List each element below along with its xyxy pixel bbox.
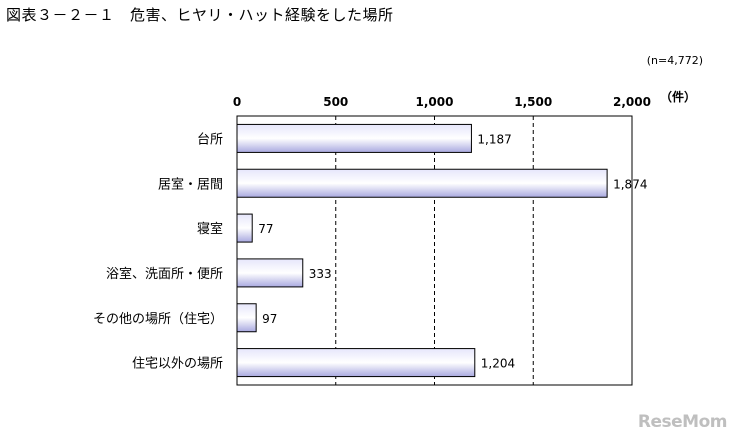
data-label: 333 bbox=[309, 267, 332, 281]
data-label: 1,874 bbox=[613, 177, 647, 191]
value-labels: 1,187 1,874 77 333 97 1,204 bbox=[258, 132, 647, 370]
x-tick-label: 2,000 bbox=[613, 95, 651, 109]
category-label: 浴室、洗面所・便所 bbox=[106, 266, 223, 282]
bars bbox=[236, 123, 608, 378]
watermark-logo: ReseMom bbox=[637, 412, 728, 432]
data-label: 77 bbox=[258, 222, 273, 236]
bar bbox=[236, 348, 476, 378]
category-label: 住宅以外の場所 bbox=[132, 357, 223, 372]
bar bbox=[236, 168, 608, 198]
x-tick-label: 500 bbox=[323, 95, 348, 109]
data-label: 97 bbox=[262, 312, 277, 326]
grid-lines bbox=[335, 116, 534, 385]
plot-frame bbox=[236, 115, 633, 386]
sample-size-note: (n=4,772) bbox=[647, 54, 703, 67]
x-tick-label: 1,000 bbox=[416, 95, 454, 109]
bar bbox=[236, 123, 472, 153]
bar bbox=[236, 303, 257, 333]
x-tick-label: 1,500 bbox=[514, 95, 552, 109]
page-title: 図表３－２－１ 危害、ヒヤリ・ハット経験をした場所 bbox=[6, 6, 394, 24]
bar bbox=[236, 258, 304, 288]
x-tick-label: 0 bbox=[233, 95, 241, 109]
category-label: その他の場所（住宅） bbox=[93, 312, 223, 327]
category-label: 台所 bbox=[197, 132, 223, 147]
unit-label: （件） bbox=[660, 89, 696, 104]
category-label: 居室・居間 bbox=[158, 176, 223, 192]
x-axis-ticks: 0 500 1,000 1,500 2,000 bbox=[233, 95, 651, 109]
bar bbox=[236, 213, 253, 243]
data-label: 1,187 bbox=[477, 132, 511, 146]
category-label: 寝室 bbox=[197, 221, 223, 237]
data-label: 1,204 bbox=[481, 357, 515, 371]
